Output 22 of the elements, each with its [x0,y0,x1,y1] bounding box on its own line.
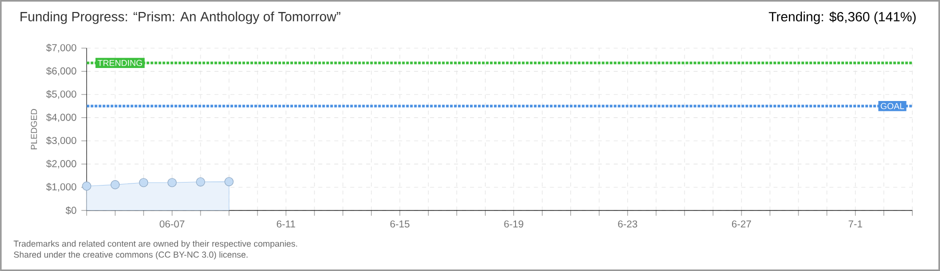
x-tick-label: 06-07 [160,220,184,228]
ref-line-label: TRENDING [98,60,142,66]
x-tick-label: 6-27 [732,220,751,228]
y-tick-label: $2,000 [46,160,76,168]
y-tick-label: $7,000 [46,44,76,52]
y-tick-label: $0 [66,206,76,214]
x-tick-label: 6-11 [276,220,296,228]
x-tick-label: 7-1 [848,220,862,228]
ref-line-label: GOAL [880,102,904,110]
text: Shared under the creative commons (CC BY-NC 3.0) license. [14,251,248,260]
y-tick-label: $3,000 [46,136,76,146]
chart-title: Funding Progress: “Prism: An Anthology of Tomorrow” [20,12,340,24]
y-tick-label: $6,000 [46,66,76,76]
text: Trending: $6,360 (141%) [768,11,916,24]
y-tick-label: $4,000 [46,113,76,122]
text: Trademarks and related content are owned by their respective companies. [14,240,298,248]
y-axis-title: PLEDGED [30,108,37,150]
y-tick-label: $5,000 [46,90,76,99]
y-tick-label: $1,000 [46,182,76,192]
x-tick-label: 6-23 [618,220,638,228]
x-tick-label: 6-15 [390,220,410,228]
x-tick-label: 6-19 [504,220,524,228]
